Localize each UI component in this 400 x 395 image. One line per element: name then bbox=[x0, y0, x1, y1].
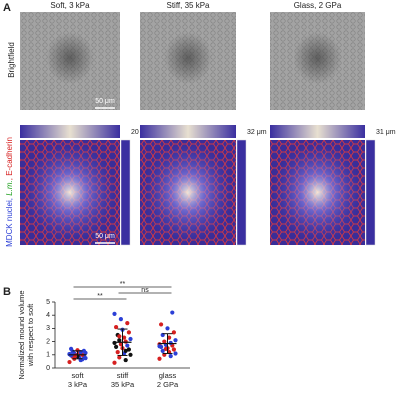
data-point bbox=[128, 336, 133, 342]
yz-section bbox=[120, 139, 131, 246]
nuclei-glow bbox=[140, 140, 236, 245]
data-point bbox=[168, 340, 173, 346]
significance-label: ** bbox=[120, 281, 126, 288]
stain-part: L.m. bbox=[5, 180, 14, 196]
scale-bar-label: 50 μm bbox=[95, 233, 115, 240]
data-point bbox=[167, 335, 172, 340]
data-point bbox=[126, 330, 131, 335]
y-axis-label: Normalized mound volume bbox=[17, 290, 26, 379]
data-point bbox=[128, 352, 133, 357]
column-title: Glass, 2 GPa bbox=[294, 1, 342, 10]
scale-bar-label: 50 μm bbox=[95, 98, 115, 105]
column-title: Stiff, 35 kPa bbox=[167, 1, 211, 10]
y-tick-label: 5 bbox=[46, 299, 50, 306]
data-point bbox=[123, 348, 128, 353]
data-point bbox=[163, 346, 168, 351]
data-point bbox=[165, 326, 170, 331]
row-label: Brightfield bbox=[7, 42, 16, 78]
data-point bbox=[112, 340, 117, 346]
data-point bbox=[159, 322, 164, 327]
data-point bbox=[162, 339, 167, 344]
mound bbox=[164, 32, 212, 84]
mound bbox=[293, 32, 342, 84]
data-point bbox=[80, 357, 85, 362]
stain-part: , E-cadherin bbox=[5, 137, 14, 180]
x-tick-label: glass bbox=[159, 371, 177, 380]
y-tick-label: 3 bbox=[46, 325, 50, 332]
data-point bbox=[118, 342, 123, 347]
stain-part: MDCK nuclei, bbox=[5, 196, 14, 247]
data-point bbox=[126, 347, 131, 352]
yz-section bbox=[365, 139, 376, 246]
data-point bbox=[112, 360, 117, 365]
data-point bbox=[67, 352, 72, 357]
xz-section bbox=[20, 125, 120, 138]
y-tick-label: 0 bbox=[46, 365, 50, 372]
data-point bbox=[170, 310, 175, 315]
nuclei-glow bbox=[270, 140, 365, 245]
data-point bbox=[171, 330, 176, 335]
panel-label: B bbox=[3, 286, 11, 298]
data-point bbox=[117, 355, 122, 360]
data-point bbox=[168, 354, 173, 359]
data-point bbox=[157, 356, 162, 361]
data-point bbox=[114, 324, 119, 330]
x-tick-label: soft bbox=[71, 371, 84, 380]
xz-section bbox=[270, 125, 365, 138]
y-tick-label: 1 bbox=[46, 352, 50, 359]
data-point bbox=[123, 357, 128, 363]
data-point bbox=[114, 344, 119, 349]
data-point bbox=[117, 338, 122, 343]
x-tick-label: 3 kPa bbox=[68, 380, 88, 389]
data-point bbox=[122, 335, 127, 340]
data-point bbox=[160, 348, 165, 353]
panel-label: A bbox=[3, 2, 11, 14]
y-tick-label: 4 bbox=[46, 312, 50, 319]
data-point bbox=[123, 339, 128, 344]
depth-label: 32 μm bbox=[247, 129, 267, 136]
x-tick-label: stiff bbox=[117, 371, 129, 380]
depth-label: 31 μm bbox=[376, 129, 396, 136]
significance-label: ** bbox=[97, 293, 103, 300]
significance-label: ns bbox=[141, 287, 149, 294]
x-tick-label: 2 GPa bbox=[157, 380, 179, 389]
column-title: Soft, 3 kPa bbox=[50, 1, 90, 10]
data-point bbox=[173, 338, 178, 343]
y-tick-label: 2 bbox=[46, 338, 50, 345]
data-point bbox=[115, 350, 120, 355]
nuclei-glow bbox=[20, 140, 120, 245]
data-point bbox=[81, 348, 86, 353]
data-point bbox=[125, 343, 130, 348]
yz-section bbox=[236, 139, 247, 246]
xz-section bbox=[140, 125, 236, 138]
data-point bbox=[171, 347, 176, 352]
data-point bbox=[69, 346, 74, 351]
data-point bbox=[125, 321, 130, 326]
data-point bbox=[117, 334, 122, 339]
x-tick-label: 35 kPa bbox=[111, 380, 135, 389]
stain-label: MDCK nuclei, L.m., E-cadherin bbox=[5, 137, 14, 247]
y-axis-label: with respect to soft bbox=[26, 303, 35, 367]
mound bbox=[46, 32, 94, 84]
data-point bbox=[173, 351, 178, 356]
data-point bbox=[118, 317, 123, 322]
data-point bbox=[112, 311, 117, 316]
data-point bbox=[157, 344, 162, 349]
data-point bbox=[67, 359, 72, 365]
